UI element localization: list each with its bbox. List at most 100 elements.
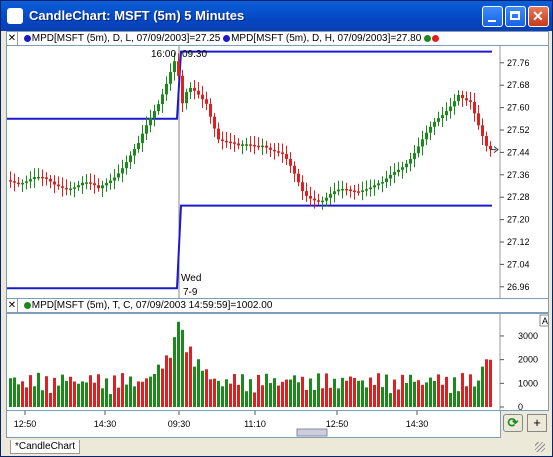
volume-bar <box>297 382 300 407</box>
volume-bar <box>53 377 56 407</box>
candle-body <box>269 147 272 150</box>
volume-bar <box>73 381 76 407</box>
price-tick-label: 27.60 <box>507 103 530 113</box>
time-axis[interactable]: 12:50 14:30 09:30 11:10 12:50 14:30 <box>6 410 501 438</box>
maximize-button[interactable] <box>505 6 526 27</box>
volume-bar <box>317 373 320 407</box>
candle-body <box>433 121 436 127</box>
candle-body <box>485 136 488 146</box>
volume-bar <box>281 381 284 407</box>
candle-body <box>157 104 160 112</box>
volume-bar <box>481 366 484 407</box>
volume-bar <box>185 352 188 407</box>
candle-body <box>213 116 216 129</box>
volume-bar <box>193 366 196 407</box>
volume-bar <box>217 380 220 407</box>
volume-bar <box>437 374 440 407</box>
volume-bar <box>461 373 464 407</box>
candle-body <box>9 180 12 182</box>
indicator-high-label[interactable]: MPD[MSFT (5m), D, H, 07/09/2003]=27.80 <box>231 33 422 44</box>
candle-body <box>77 185 80 188</box>
candle-body <box>277 151 280 153</box>
indicator-dot-icon <box>223 35 231 42</box>
volume-bar <box>445 376 448 407</box>
price-tick-label: 26.96 <box>507 282 530 292</box>
close-pane-icon[interactable]: ✕ <box>7 32 18 45</box>
volume-bar <box>165 355 168 407</box>
candle-body <box>65 187 68 190</box>
app-icon <box>7 8 23 24</box>
tab-candlechart[interactable]: *CandleChart <box>10 440 81 454</box>
candle-body <box>397 169 400 173</box>
candle-body <box>305 191 308 196</box>
upper-indicator-strip: ✕ MPD[MSFT (5m), D, L, 07/09/2003]=27.25… <box>6 31 549 46</box>
volume-panel[interactable]: 3000 2000 1000 0 A <box>6 313 551 412</box>
indicator-dot-icon <box>424 35 432 42</box>
candle-body <box>241 144 244 146</box>
candle-body <box>357 191 360 193</box>
candle-body <box>421 139 424 147</box>
candle-body <box>173 61 176 73</box>
price-panel[interactable]: 27.76 27.68 27.60 27.52 27.44 27.36 27.28 27.20… <box>6 45 549 299</box>
volume-bar <box>249 379 252 407</box>
indicator-low-label[interactable]: MPD[MSFT (5m), D, L, 07/09/2003]=27.25 <box>31 33 221 44</box>
refresh-button[interactable]: ⟳ <box>503 414 523 432</box>
volume-bar <box>273 378 276 407</box>
volume-bar <box>173 337 176 407</box>
candle-body <box>377 183 380 186</box>
candle-body <box>153 111 156 118</box>
candle-body <box>329 194 332 198</box>
window-title: CandleChart: MSFT (5m) 5 Minutes <box>29 8 245 23</box>
minimize-button[interactable] <box>482 6 503 27</box>
candle-body <box>21 182 24 185</box>
volume-bar <box>345 380 348 407</box>
candle-body <box>449 106 452 112</box>
volume-bar <box>85 382 88 407</box>
volume-bar <box>401 374 404 407</box>
volume-bar <box>201 370 204 407</box>
candle-body <box>121 168 124 174</box>
candle-body <box>265 145 268 148</box>
title-bar: CandleChart: MSFT (5m) 5 Minutes ✕ <box>1 1 552 31</box>
volume-bar <box>61 374 64 407</box>
volume-bar <box>465 386 468 407</box>
candle-body <box>229 141 232 144</box>
volume-bar <box>93 382 96 407</box>
price-tick-label: 27.36 <box>507 170 530 180</box>
volume-bar <box>149 376 152 407</box>
candle-body <box>461 94 464 99</box>
scale-toggle-icon: A <box>542 316 548 326</box>
volume-tick-label: 3000 <box>518 331 538 341</box>
candle-body <box>473 101 476 114</box>
candle-body <box>345 188 348 191</box>
add-button[interactable]: + <box>527 414 547 432</box>
tab-bar: *CandleChart <box>6 439 547 455</box>
volume-bar <box>225 379 228 407</box>
volume-bar <box>113 375 116 407</box>
volume-bar <box>301 376 304 407</box>
candle-body <box>93 183 96 186</box>
candle-body <box>477 113 480 126</box>
close-pane-icon[interactable]: ✕ <box>7 299 18 312</box>
volume-bar <box>17 384 20 407</box>
time-axis-svg: 12:50 14:30 09:30 11:10 12:50 14:30 <box>7 411 500 437</box>
volume-bar <box>417 380 420 407</box>
annotation-date-label: 7-9 <box>183 287 198 298</box>
candle-body <box>257 145 260 148</box>
volume-bar <box>125 384 128 407</box>
volume-bar <box>89 375 92 407</box>
volume-bar <box>141 381 144 407</box>
volume-bar <box>245 391 248 407</box>
volume-bar <box>357 380 360 407</box>
volume-bar <box>45 376 48 407</box>
volume-bar <box>413 381 416 407</box>
candle-body <box>393 172 396 175</box>
maximize-icon <box>510 11 520 20</box>
volume-bar <box>145 378 148 407</box>
candle-body <box>177 61 180 76</box>
candle-body <box>337 189 340 192</box>
volume-indicator-label[interactable]: MPD[MSFT (5m), T, C, 07/09/2003 14:59:59… <box>31 300 273 311</box>
price-tick-label: 27.76 <box>507 58 530 68</box>
volume-bar <box>105 378 108 407</box>
close-button[interactable]: ✕ <box>528 6 549 27</box>
